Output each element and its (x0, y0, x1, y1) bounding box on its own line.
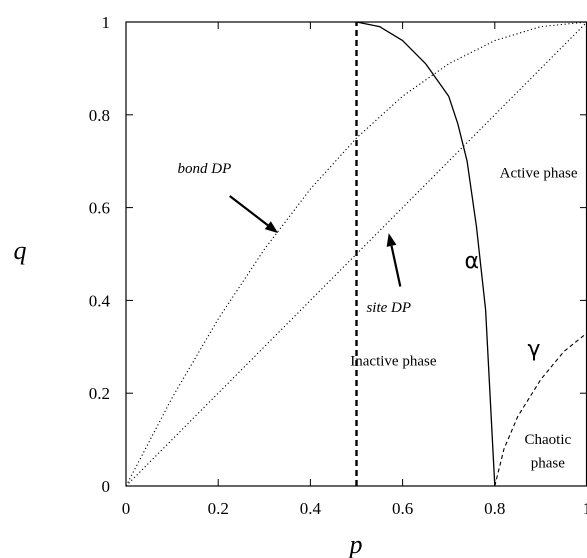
y-tick-label: 0.4 (89, 291, 111, 310)
annotation-site: site DP (366, 300, 411, 316)
annotation-chaotic1: Chaotic (524, 432, 571, 448)
x-tick-label: 1 (583, 499, 587, 518)
annotations: bond DP site DP Active phase Inactive phase… (177, 161, 577, 472)
annotation-gamma: γ (527, 337, 540, 362)
y-tick-label: 0.2 (89, 384, 110, 403)
x-tick-label: 0.8 (484, 499, 505, 518)
x-tick-labels: 0 0.2 0.4 0.6 0.8 1 (122, 499, 587, 518)
x-tick-label: 0 (122, 499, 131, 518)
alpha-boundary-curve (356, 21, 496, 487)
annotation-alpha: α (464, 249, 479, 274)
bond-dp-curve (125, 21, 587, 487)
x-axis-label: p (348, 530, 363, 558)
y-tick-label: 0.6 (89, 199, 110, 218)
site-arrow-shaft (390, 245, 402, 287)
annotation-active: Active phase (500, 165, 578, 181)
annotation-inactive: Inactive phase (350, 353, 437, 369)
annotation-chaotic2: phase (531, 455, 565, 471)
bond-arrow-shaft (229, 195, 269, 227)
y-tick-label: 0 (102, 477, 111, 496)
gamma-boundary-curve (494, 332, 587, 487)
y-tick-labels: 0 0.2 0.4 0.6 0.8 1 (89, 13, 111, 496)
y-tick-label: 1 (102, 13, 111, 32)
arrows (229, 195, 402, 287)
x-tick-label: 0.2 (208, 499, 229, 518)
x-tick-label: 0.4 (300, 499, 322, 518)
bond-arrow-head (264, 221, 279, 234)
y-axis-label: q (14, 236, 27, 265)
y-tick-label: 0.8 (89, 106, 110, 125)
curves (125, 21, 587, 487)
annotation-bond: bond DP (177, 161, 231, 177)
site-arrow-head (386, 233, 397, 247)
x-tick-label: 0.6 (392, 499, 413, 518)
